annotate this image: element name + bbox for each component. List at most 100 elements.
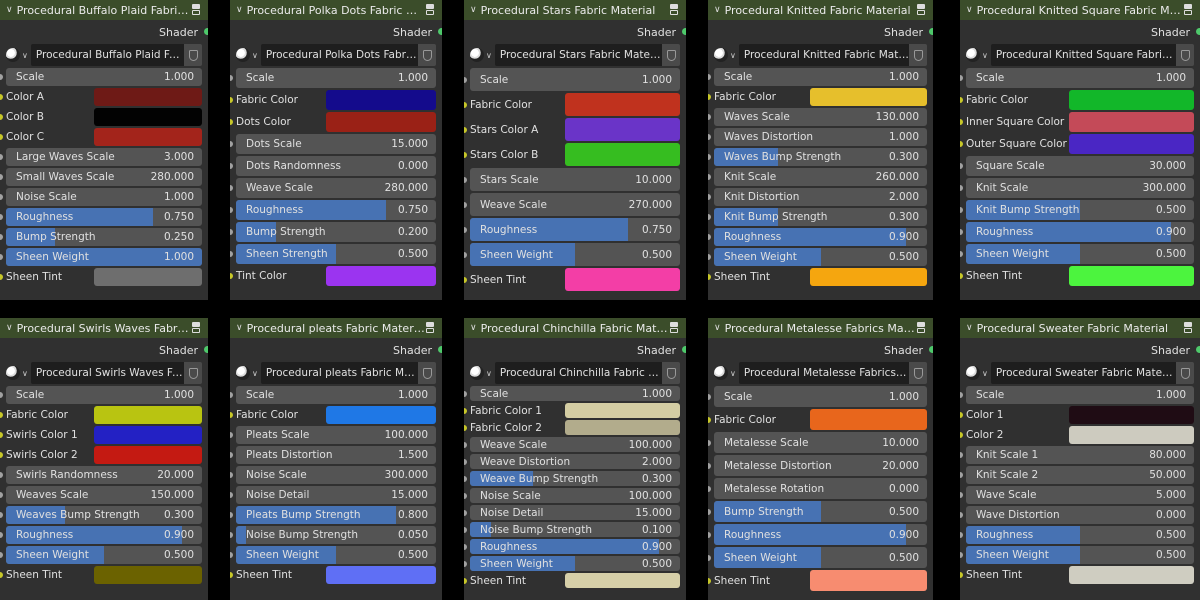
color-swatch[interactable]	[94, 268, 202, 286]
value-slider[interactable]: Sheen Weight 0.500	[714, 248, 927, 266]
color-socket[interactable]	[230, 273, 233, 279]
collapse-chevron-icon[interactable]: ∨	[236, 323, 243, 333]
input-socket[interactable]	[708, 214, 711, 220]
value-slider[interactable]: Roughness 0.500	[966, 526, 1194, 544]
color-swatch[interactable]	[326, 90, 436, 110]
material-preview-icon[interactable]	[966, 366, 980, 380]
input-socket[interactable]	[464, 560, 467, 567]
material-selector[interactable]: ∨ Procedural Chinchilla Fabric Material	[470, 362, 680, 384]
input-socket[interactable]	[230, 75, 233, 81]
value-slider[interactable]: Roughness 0.900	[6, 526, 202, 544]
material-name-field[interactable]: Procedural Chinchilla Fabric Material	[494, 362, 662, 384]
node-header[interactable]: ∨ Procedural Buffalo Plaid Fabric Materi…	[0, 0, 208, 20]
input-socket[interactable]	[708, 234, 711, 240]
value-slider[interactable]: Roughness 0.900	[470, 539, 680, 554]
color-socket[interactable]	[960, 412, 963, 418]
color-swatch[interactable]	[326, 406, 436, 424]
input-socket[interactable]	[230, 492, 233, 498]
value-slider[interactable]: Knit Scale 2 50.000	[966, 466, 1194, 484]
value-slider[interactable]: Pleats Scale 100.000	[236, 426, 436, 444]
input-socket[interactable]	[708, 114, 711, 120]
input-socket[interactable]	[708, 154, 711, 160]
color-socket[interactable]	[0, 452, 3, 458]
input-socket[interactable]	[0, 512, 3, 518]
chevron-down-icon[interactable]: ∨	[730, 50, 736, 60]
color-socket[interactable]	[0, 412, 3, 418]
input-socket[interactable]	[230, 432, 233, 438]
material-name-field[interactable]: Procedural pleats Fabric Material	[260, 362, 418, 384]
material-name-field[interactable]: Procedural Buffalo Plaid Fabric Material	[30, 44, 184, 66]
value-slider[interactable]: Knit Scale 1 80.000	[966, 446, 1194, 464]
node-header[interactable]: ∨ Procedural Chinchilla Fabric Material	[464, 318, 686, 338]
material-preview-icon[interactable]	[714, 366, 728, 380]
value-slider[interactable]: Wave Distortion 0.000	[966, 506, 1194, 524]
collapse-chevron-icon[interactable]: ∨	[470, 5, 477, 15]
input-socket[interactable]	[464, 458, 467, 465]
value-slider[interactable]: Knit Bump Strength 0.300	[714, 208, 927, 226]
node-header[interactable]: ∨ Procedural Stars Fabric Material	[464, 0, 686, 20]
input-socket[interactable]	[0, 472, 3, 478]
color-socket[interactable]	[960, 119, 963, 125]
input-socket[interactable]	[464, 76, 467, 83]
value-slider[interactable]: Weaves Bump Strength 0.300	[6, 506, 202, 524]
color-socket[interactable]	[0, 274, 3, 280]
color-socket[interactable]	[0, 134, 3, 140]
fake-user-shield-icon[interactable]	[184, 362, 202, 384]
color-swatch[interactable]	[326, 266, 436, 286]
material-preview-icon[interactable]	[470, 48, 484, 62]
value-slider[interactable]: Roughness 0.750	[6, 208, 202, 226]
color-swatch[interactable]	[94, 108, 202, 126]
color-swatch[interactable]	[564, 143, 680, 166]
collapse-chevron-icon[interactable]: ∨	[236, 5, 243, 15]
input-socket[interactable]	[960, 452, 963, 458]
value-slider[interactable]: Sheen Strength 0.500	[236, 244, 436, 264]
input-socket[interactable]	[708, 439, 711, 446]
node-panel[interactable]: ∨ Procedural Metalesse Fabrics Material …	[708, 318, 933, 600]
node-group-icon[interactable]	[191, 322, 202, 334]
input-socket[interactable]	[230, 141, 233, 147]
color-swatch[interactable]	[564, 420, 680, 435]
input-socket[interactable]	[230, 472, 233, 478]
fake-user-shield-icon[interactable]	[418, 362, 436, 384]
collapse-chevron-icon[interactable]: ∨	[6, 323, 13, 333]
value-slider[interactable]: Square Scale 30.000	[966, 156, 1194, 176]
material-preview-icon[interactable]	[236, 48, 250, 62]
input-socket[interactable]	[0, 194, 3, 200]
color-socket[interactable]	[708, 94, 711, 100]
input-socket[interactable]	[0, 74, 3, 80]
input-socket[interactable]	[464, 176, 467, 183]
node-panel[interactable]: ∨ Procedural pleats Fabric Material Shad…	[230, 318, 442, 600]
value-slider[interactable]: Metalesse Rotation 0.000	[714, 478, 927, 499]
input-socket[interactable]	[960, 75, 963, 81]
fake-user-shield-icon[interactable]	[1176, 362, 1194, 384]
input-socket[interactable]	[960, 552, 963, 558]
material-preview-icon[interactable]	[6, 48, 20, 62]
color-swatch[interactable]	[94, 446, 202, 464]
node-header[interactable]: ∨ Procedural Swirls Waves Fabric Materia…	[0, 318, 208, 338]
material-name-field[interactable]: Procedural Knitted Fabric Material	[738, 44, 909, 66]
node-panel[interactable]: ∨ Procedural Swirls Waves Fabric Materia…	[0, 318, 208, 600]
color-swatch[interactable]	[564, 268, 680, 291]
input-socket[interactable]	[708, 134, 711, 140]
node-panel[interactable]: ∨ Procedural Knitted Fabric Material Sha…	[708, 0, 933, 300]
input-socket[interactable]	[464, 390, 467, 397]
material-selector[interactable]: ∨ Procedural Sweater Fabric Material	[966, 362, 1194, 384]
value-slider[interactable]: Metalesse Scale 10.000	[714, 432, 927, 453]
node-panel[interactable]: ∨ Procedural Chinchilla Fabric Material …	[464, 318, 686, 600]
input-socket[interactable]	[960, 185, 963, 191]
material-selector[interactable]: ∨ Procedural Knitted Fabric Material	[714, 44, 927, 66]
color-socket[interactable]	[464, 101, 467, 108]
input-socket[interactable]	[0, 174, 3, 180]
input-socket[interactable]	[0, 214, 3, 220]
value-slider[interactable]: Scale 1.000	[470, 68, 680, 91]
value-slider[interactable]: Weave Bump Strength 0.300	[470, 471, 680, 486]
color-swatch[interactable]	[1068, 566, 1194, 584]
chevron-down-icon[interactable]: ∨	[486, 50, 492, 60]
input-socket[interactable]	[230, 207, 233, 213]
input-socket[interactable]	[464, 201, 467, 208]
value-slider[interactable]: Noise Bump Strength 0.050	[236, 526, 436, 544]
output-socket[interactable]	[438, 346, 442, 353]
material-selector[interactable]: ∨ Procedural Polka Dots Fabric Mate...	[236, 44, 436, 66]
color-swatch[interactable]	[564, 403, 680, 418]
value-slider[interactable]: Sheen Weight 0.500	[714, 547, 927, 568]
